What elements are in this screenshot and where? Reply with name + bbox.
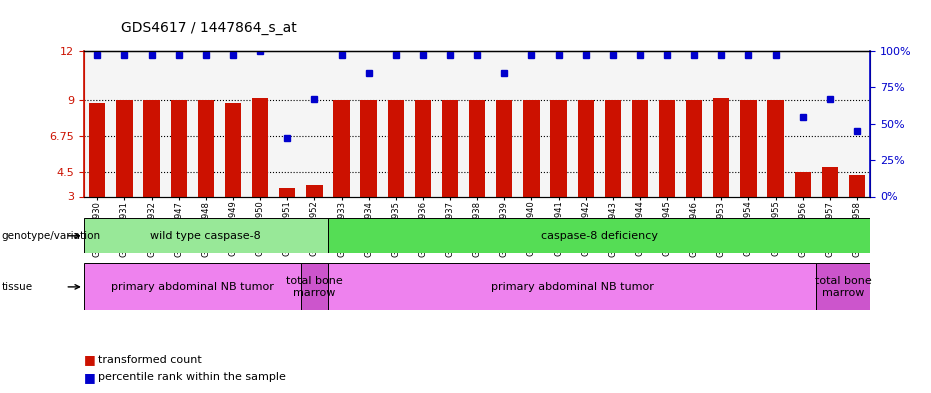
Bar [328, 263, 816, 310]
Bar [686, 99, 702, 196]
Bar [550, 99, 567, 196]
Bar [89, 103, 105, 196]
Bar [84, 263, 301, 310]
Text: primary abdominal NB tumor: primary abdominal NB tumor [491, 282, 654, 292]
Bar [632, 99, 648, 196]
Bar [816, 263, 870, 310]
Text: caspase-8 deficiency: caspase-8 deficiency [541, 231, 657, 241]
Text: tissue: tissue [2, 282, 33, 292]
Text: total bone
marrow: total bone marrow [286, 276, 343, 298]
Bar [279, 188, 295, 196]
Bar [116, 99, 132, 196]
Bar [740, 99, 757, 196]
Bar [143, 99, 160, 196]
Bar [713, 98, 729, 196]
Bar [328, 218, 870, 253]
Text: GDS4617 / 1447864_s_at: GDS4617 / 1447864_s_at [121, 20, 297, 35]
Bar [577, 99, 594, 196]
Bar [794, 172, 811, 196]
Text: transformed count: transformed count [98, 354, 201, 365]
Text: total bone
marrow: total bone marrow [815, 276, 871, 298]
Bar [496, 99, 512, 196]
Bar [360, 99, 377, 196]
Bar [306, 185, 322, 196]
Bar [414, 99, 431, 196]
Bar [659, 99, 675, 196]
Bar [170, 99, 187, 196]
Text: ■: ■ [84, 353, 96, 366]
Bar [469, 99, 485, 196]
Bar [523, 99, 540, 196]
Text: primary abdominal NB tumor: primary abdominal NB tumor [111, 282, 274, 292]
Text: ■: ■ [84, 371, 96, 384]
Bar [197, 99, 214, 196]
Bar [604, 99, 621, 196]
Bar [849, 176, 865, 196]
Bar [84, 218, 328, 253]
Bar [822, 167, 838, 196]
Bar [225, 103, 241, 196]
Bar [767, 99, 784, 196]
Text: percentile rank within the sample: percentile rank within the sample [98, 372, 286, 382]
Bar [387, 99, 404, 196]
Text: genotype/variation: genotype/variation [2, 231, 101, 241]
Bar [442, 99, 458, 196]
Bar [333, 99, 350, 196]
Bar [252, 98, 268, 196]
Text: wild type caspase-8: wild type caspase-8 [151, 231, 262, 241]
Bar [301, 263, 328, 310]
